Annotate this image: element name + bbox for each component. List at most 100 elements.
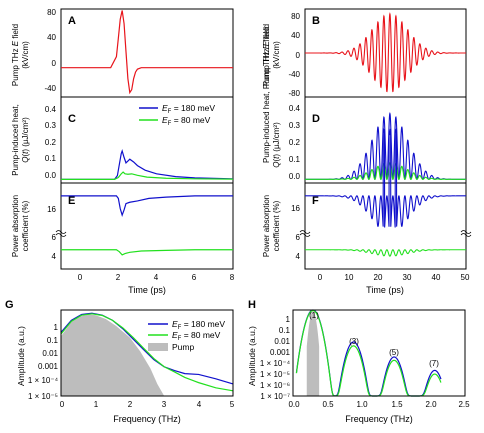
panel-e-ytick-6: 6 <box>52 233 57 242</box>
panel-c-ytick-03: 0.3 <box>45 121 57 130</box>
panel-a-ytick-neg40: -40 <box>44 84 56 93</box>
panel-g-xtick-1: 1 <box>94 400 99 409</box>
panel-b-ytick-neg80: -80 <box>288 89 300 98</box>
panel-e-xlabel: Time (ps) <box>128 285 166 295</box>
panel-b-ytick-40: 40 <box>291 31 300 40</box>
panel-d-letter: D <box>312 113 320 125</box>
panel-e-xtick-0: 0 <box>78 273 83 282</box>
panel-g-ytick-0001: 0.001 <box>38 362 59 371</box>
panel-f-xtick-10: 10 <box>345 273 354 282</box>
panel-a-ytick-40: 40 <box>47 33 56 42</box>
panel-f-ytick-16: 16 <box>291 204 300 213</box>
panel-g-ytick-01: 0.1 <box>47 336 59 345</box>
panel-e-ytick-16: 16 <box>47 205 56 214</box>
panel-f-xtick-50: 50 <box>461 273 470 282</box>
panel-f-xtick-30: 30 <box>403 273 412 282</box>
panel-f-letter: F <box>312 195 319 207</box>
panel-c-ylabel-2: Q(t) (µJ/cm²) <box>21 117 30 163</box>
panel-h-annotation-1: (1) <box>309 311 319 320</box>
panel-h-ylabel: Amplitude (a.u.) <box>247 326 257 386</box>
panel-f: F 16 6 4 Power absorption coefficient (%… <box>262 128 472 295</box>
panel-g-letter: G <box>5 299 14 311</box>
panel-f-80-line <box>305 249 466 257</box>
panel-d-ytick-02: 0.2 <box>289 138 301 147</box>
panel-d-80-line <box>305 162 466 180</box>
panel-c-80-line <box>61 171 234 180</box>
panel-b-letter: B <box>312 15 320 27</box>
panel-g-xtick-3: 3 <box>162 400 167 409</box>
panel-c-ytick-01: 0.1 <box>45 154 57 163</box>
panel-e-ylabel-2: coefficient (%) <box>21 200 30 251</box>
legend-80-label: EF = 80 meV <box>162 115 211 127</box>
panel-a: A 80 40 0 -40 Pump THz E field (kV/cm) <box>11 8 234 98</box>
panel-e-ytick-4: 4 <box>52 252 57 261</box>
panel-d-ytick-03: 0.3 <box>289 121 301 130</box>
panel-g-80-line <box>60 313 234 392</box>
panel-b-ytick-0: 0 <box>296 51 301 60</box>
panel-a-ylabel-1: Pump THz E field <box>11 24 20 86</box>
panel-b-ytick-80: 80 <box>291 12 300 21</box>
panel-f-180-line <box>305 128 466 228</box>
panel-b-ytick-neg40: -40 <box>288 70 300 79</box>
panel-h-ytick-1e6: 1 × 10⁻⁶ <box>260 381 290 390</box>
panel-h-pump-area <box>306 311 320 396</box>
panel-f-ytick-4: 4 <box>296 252 301 261</box>
panel-a-ylabel-2: (kV/cm) <box>21 41 30 69</box>
panel-h-ytick-1: 1 <box>286 315 291 324</box>
panel-e-180-line <box>61 195 233 217</box>
panel-e-ylabel-1: Power absorption <box>11 195 20 257</box>
panel-a-frame <box>60 8 234 98</box>
panel-h-ytick-01: 0.1 <box>279 326 291 335</box>
panel-h-xtick-15: 1.5 <box>391 400 403 409</box>
panel-c-ytick-02: 0.2 <box>45 138 57 147</box>
panel-d: D 0.4 0.3 0.2 0.1 0.0 Pump-induced heat,… <box>262 27 467 184</box>
panel-g-ytick-1e4: 1 × 10⁻⁴ <box>28 376 59 385</box>
panel-c-ytick-00: 0.0 <box>45 171 57 180</box>
panel-a-letter: A <box>68 15 76 27</box>
panel-g-legend-180-label: EF = 180 meV <box>172 319 225 331</box>
panel-h-xtick-10: 1.0 <box>356 400 368 409</box>
panel-h-annotation-5: (5) <box>389 348 399 357</box>
panel-e-xtick-4: 4 <box>154 273 159 282</box>
panel-g-legend-80-label: EF = 80 meV <box>172 330 221 342</box>
panel-d-ylabel-2: Q(t) (µJ/cm²) <box>272 122 281 168</box>
panel-f-ylabel-1: Power absorption <box>262 195 271 257</box>
panel-e-axis-break <box>55 230 67 237</box>
panel-f-ytick-6: 6 <box>296 233 301 242</box>
legend-180-label: EF = 180 meV <box>162 103 215 115</box>
panel-h-frame <box>292 309 466 397</box>
panel-a-ytick-0: 0 <box>52 59 57 68</box>
panel-e-80-line <box>61 249 233 256</box>
panel-g-ytick-1: 1 <box>54 323 59 332</box>
panel-g-xtick-5: 5 <box>230 400 235 409</box>
panel-g: G 1 0.1 0.01 0.001 1 × 10⁻⁴ 1 × 10⁻⁵ Amp… <box>5 299 235 424</box>
panel-e-letter: E <box>68 195 75 207</box>
panel-g-pump-area <box>61 314 165 396</box>
panel-h-xtick-05: 0.5 <box>322 400 334 409</box>
panel-g-frame <box>60 309 234 397</box>
panel-e-xtick-8: 8 <box>230 273 235 282</box>
panel-h-xtick-25: 2.5 <box>458 400 470 409</box>
panel-f-xtick-20: 20 <box>374 273 383 282</box>
panel-h-ytick-1e7: 1 × 10⁻⁷ <box>260 392 290 401</box>
panel-g-legend-pump-swatch <box>148 343 168 351</box>
panel-g-xlabel: Frequency (THz) <box>113 414 181 424</box>
panel-c-letter: C <box>68 113 76 125</box>
panel-h-xtick-00: 0.0 <box>288 400 300 409</box>
panel-g-legend-pump-label: Pump <box>172 342 194 352</box>
panel-h-ytick-1e4: 1 × 10⁻⁴ <box>260 359 291 368</box>
panel-g-xtick-4: 4 <box>197 400 202 409</box>
panel-h-ytick-0001: 0.001 <box>270 348 291 357</box>
panel-h-annotation-7: (7) <box>429 359 439 368</box>
panel-h-xlabel: Frequency (THz) <box>345 414 413 424</box>
panel-f-ylabel-2: coefficient (%) <box>272 200 281 251</box>
panel-d-ytick-04: 0.4 <box>289 104 301 113</box>
panel-c-ylabel-1: Pump-induced heat, <box>11 104 20 176</box>
panel-a-ytick-80: 80 <box>47 8 56 17</box>
panel-e-frame <box>60 182 234 270</box>
panel-h: H 1 0.1 0.01 0.001 1 × 10⁻⁴ 1 × 10⁻⁵ 1 ×… <box>247 299 470 424</box>
panel-c: C 0.4 0.3 0.2 0.1 0.0 Pump-induced heat,… <box>11 96 234 184</box>
panel-f-xlabel: Time (ps) <box>366 285 404 295</box>
panel-g-ytick-1e5: 1 × 10⁻⁵ <box>28 392 58 401</box>
